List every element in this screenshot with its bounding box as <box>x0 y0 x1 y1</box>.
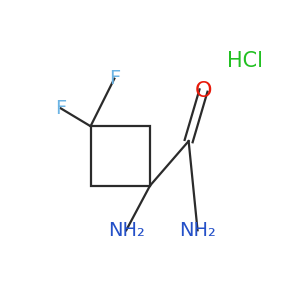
Text: F: F <box>55 99 67 118</box>
Text: F: F <box>109 69 120 88</box>
Text: NH₂: NH₂ <box>108 221 145 240</box>
Text: O: O <box>195 81 212 100</box>
Text: NH₂: NH₂ <box>179 221 216 240</box>
Text: HCl: HCl <box>227 51 263 71</box>
